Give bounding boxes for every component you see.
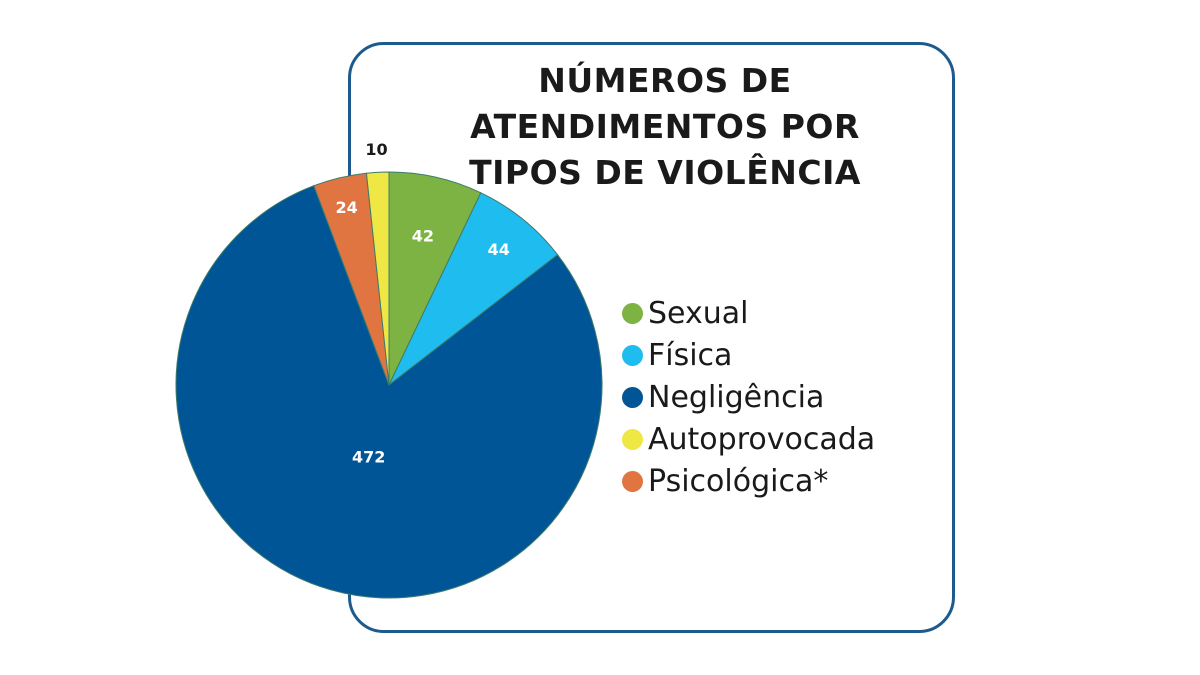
pie-slice-fisica	[388, 192, 559, 386]
legend-swatch-fisica	[622, 344, 643, 366]
legend-swatch-autoprovocada	[622, 428, 643, 450]
slice-label-fisica: 44	[488, 240, 510, 259]
legend-item-psicologica: Psicológica*	[622, 460, 875, 502]
chart-title: NÚMEROS DE ATENDIMENTOS POR TIPOS DE VIO…	[469, 61, 861, 192]
slice-label-psicologica: 24	[335, 198, 357, 217]
legend-item-negligencia: Negligência	[622, 376, 875, 418]
legend-label-autoprovocada: Autoprovocada	[648, 421, 876, 457]
legend-label-psicologica: Psicológica*	[648, 463, 829, 499]
slice-label-sexual: 42	[412, 226, 434, 245]
legend-label-negligencia: Negligência	[648, 379, 825, 415]
legend-item-sexual: Sexual	[622, 292, 875, 334]
legend-label-sexual: Sexual	[648, 295, 749, 331]
pie-slice-autoprovocada	[365, 171, 390, 386]
legend-item-fisica: Física	[622, 334, 875, 376]
chart-legend: Sexual Física Negligência Autoprovocada …	[622, 292, 875, 502]
legend-swatch-sexual	[622, 302, 643, 324]
slice-label-negligencia: 472	[352, 448, 385, 467]
slice-label-autoprovocada: 10	[365, 140, 387, 159]
legend-label-fisica: Física	[648, 337, 733, 373]
legend-item-autoprovocada: Autoprovocada	[622, 418, 875, 460]
pie-slice-negligencia	[175, 185, 603, 599]
legend-swatch-negligencia	[622, 386, 643, 408]
legend-swatch-psicologica	[622, 470, 643, 492]
